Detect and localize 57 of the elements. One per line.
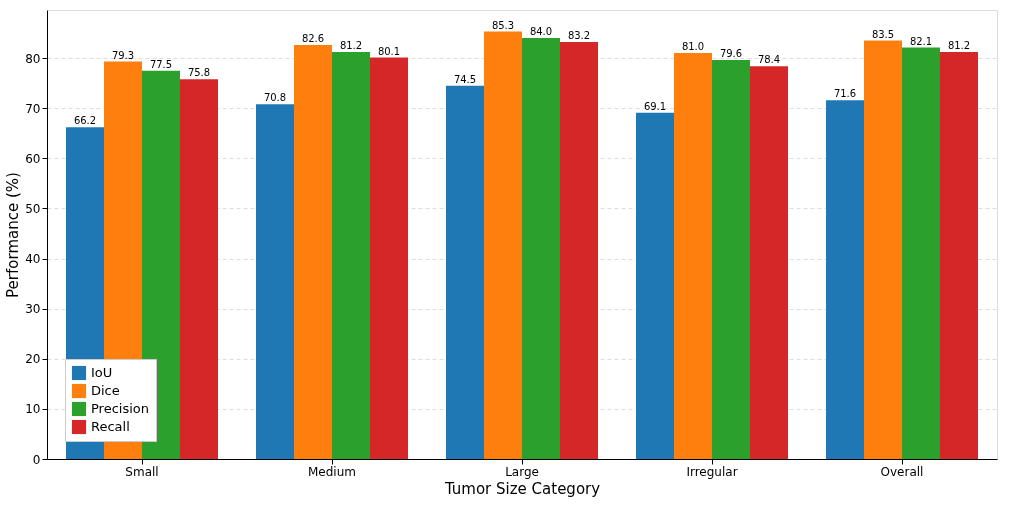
- data-label: 84.0: [529, 26, 553, 38]
- bar: [332, 52, 370, 459]
- x-tick-label: Small: [125, 464, 159, 479]
- y-tick-label: 0: [32, 452, 41, 467]
- x-tick-label: Irregular: [686, 464, 738, 479]
- legend-label: Precision: [91, 401, 150, 416]
- y-tick-label: 60: [25, 151, 41, 166]
- data-label: 81.0: [681, 41, 705, 53]
- bar: [712, 60, 750, 459]
- bar: [294, 45, 332, 459]
- data-label: 75.8: [187, 67, 211, 79]
- legend-label: IoU: [91, 365, 113, 380]
- bar: [636, 112, 674, 459]
- data-label: 81.2: [947, 40, 971, 52]
- bar: [750, 66, 788, 459]
- y-tick-label: 40: [25, 252, 41, 267]
- x-tick-label: Medium: [308, 464, 356, 479]
- y-tick-label: 30: [25, 302, 41, 317]
- x-axis-title: Tumor Size Category: [443, 479, 601, 498]
- y-tick-label: 50: [25, 201, 41, 216]
- bar: [826, 100, 864, 459]
- data-label: 85.3: [491, 19, 515, 31]
- bar: [522, 38, 560, 459]
- legend-label: Recall: [91, 419, 130, 434]
- bar: [256, 104, 294, 459]
- bar: [446, 85, 484, 459]
- data-label: 74.5: [453, 73, 477, 85]
- bar: [180, 79, 218, 459]
- data-label: 80.1: [377, 45, 401, 57]
- bar: [560, 42, 598, 459]
- bar: [902, 47, 940, 459]
- y-tick-label: 20: [25, 352, 41, 367]
- data-label: 71.6: [833, 88, 857, 100]
- y-tick-label: 80: [25, 51, 41, 66]
- legend-label: Dice: [91, 383, 120, 398]
- x-tick-label: Large: [505, 464, 539, 479]
- y-axis-title: Performance (%): [4, 172, 23, 298]
- y-tick-label: 10: [25, 402, 41, 417]
- data-label: 83.2: [567, 30, 591, 42]
- data-label: 66.2: [73, 115, 97, 127]
- x-tick-label: Overall: [880, 464, 924, 479]
- data-label: 79.6: [719, 48, 743, 60]
- data-label: 81.2: [339, 40, 363, 52]
- data-label: 83.5: [871, 28, 895, 40]
- data-label: 70.8: [263, 92, 287, 104]
- data-label: 79.3: [111, 49, 135, 61]
- bar: [674, 53, 712, 459]
- data-label: 69.1: [643, 100, 667, 112]
- bar: [370, 57, 408, 459]
- data-label: 82.1: [909, 35, 933, 47]
- data-label: 77.5: [149, 58, 173, 70]
- y-tick-label: 70: [25, 101, 41, 116]
- data-label: 78.4: [757, 54, 781, 66]
- bar: [864, 40, 902, 459]
- bar: [940, 52, 978, 459]
- data-label: 82.6: [301, 33, 325, 45]
- bar: [484, 31, 522, 459]
